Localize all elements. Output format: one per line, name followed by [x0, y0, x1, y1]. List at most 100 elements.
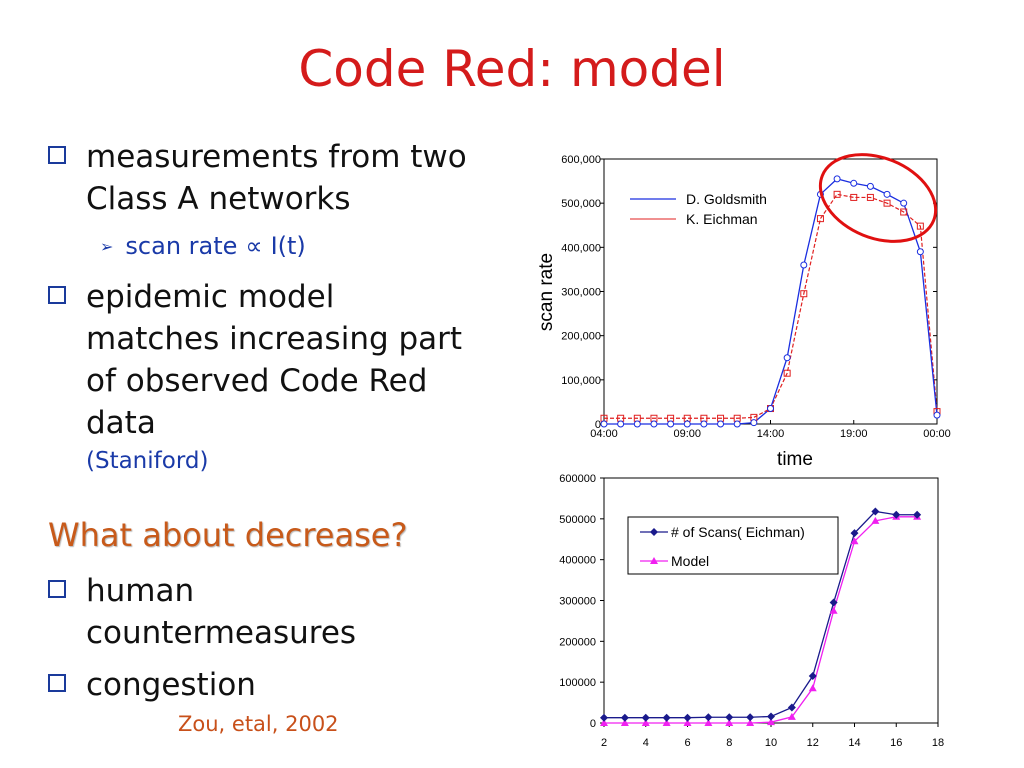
- data-point-model: [746, 719, 755, 726]
- data-point-k-eichman: [933, 408, 941, 416]
- data-point-d-goldsmith: [600, 420, 608, 428]
- data-point-scans-eichman: [683, 713, 692, 722]
- data-point-d-goldsmith: [800, 261, 808, 269]
- citation: (Staniford): [86, 448, 209, 474]
- data-point-d-goldsmith: [733, 420, 741, 428]
- data-point-scans-eichman: [620, 713, 629, 722]
- data-point-scans-eichman: [746, 713, 755, 722]
- data-point-d-goldsmith: [933, 411, 941, 419]
- data-point-model: [725, 719, 734, 726]
- legend-box: [627, 516, 839, 575]
- data-point-model: [871, 516, 880, 524]
- series-line-d-goldsmith: [604, 178, 938, 425]
- data-point-scans-eichman: [892, 510, 901, 519]
- data-point-d-goldsmith: [916, 248, 924, 256]
- plot-area: [603, 158, 938, 425]
- bullet-text: congestion: [86, 667, 256, 703]
- data-point-scans-eichman: [787, 703, 796, 712]
- y-tick-label: 0: [595, 419, 601, 431]
- legend-label-d-goldsmith: D. Goldsmith: [686, 191, 767, 207]
- data-point-k-eichman: [650, 414, 658, 422]
- data-point-d-goldsmith: [816, 190, 824, 198]
- sub-bullet-scan-rate: ➢ scan rate ∝ I(t): [100, 232, 306, 260]
- data-point-scans-eichman: [600, 713, 608, 722]
- data-point-d-goldsmith: [883, 190, 891, 198]
- data-point-k-eichman: [783, 369, 791, 377]
- data-point-d-goldsmith: [850, 179, 858, 187]
- bullet-text: epidemic model matches increasing part o…: [86, 279, 463, 441]
- data-point-scans-eichman: [704, 713, 713, 722]
- legend-label-model: Model: [671, 553, 709, 569]
- y-tick-label: 300,000: [561, 287, 601, 299]
- sub-bullet-text-post: I(t): [270, 232, 306, 260]
- x-tick-label: 8: [726, 737, 732, 749]
- data-point-k-eichman: [883, 199, 891, 207]
- data-point-model: [787, 712, 796, 720]
- data-point-model: [767, 718, 775, 726]
- legend-marker-model: [650, 557, 658, 564]
- square-bullet-icon: [48, 580, 66, 598]
- data-point-k-eichman: [767, 405, 774, 413]
- x-tick-label: 14: [848, 737, 860, 749]
- x-tick-label: 16: [890, 737, 902, 749]
- x-tick-label: 19:00: [840, 428, 868, 440]
- x-axis-label: time: [777, 449, 813, 470]
- sub-bullet-text-pre: scan rate: [125, 232, 238, 260]
- x-tick-label: 04:00: [590, 428, 618, 440]
- question-heading: What about decrease?: [48, 516, 408, 554]
- data-point-model: [808, 684, 817, 692]
- data-point-d-goldsmith: [667, 420, 675, 428]
- x-tick-label: 2: [601, 737, 607, 749]
- data-point-d-goldsmith: [700, 420, 708, 428]
- y-tick-label: 600,000: [561, 154, 601, 166]
- y-tick-label: 100000: [559, 677, 596, 689]
- square-bullet-icon: [48, 286, 66, 304]
- proportional-symbol: ∝: [245, 232, 263, 260]
- x-tick-label: 14:00: [757, 428, 785, 440]
- bullet-human: human countermeasures: [48, 570, 426, 654]
- x-tick-label: 4: [643, 737, 649, 749]
- series-line-k-eichman: [604, 193, 938, 419]
- plot-area: [603, 477, 939, 724]
- data-point-scans-eichman: [725, 713, 734, 722]
- data-point-k-eichman: [916, 222, 924, 230]
- data-point-model: [641, 719, 650, 726]
- data-point-k-eichman: [850, 193, 858, 201]
- data-point-d-goldsmith: [683, 420, 691, 428]
- y-tick-label: 100,000: [561, 375, 601, 387]
- x-tick-label: 10: [765, 737, 777, 749]
- data-point-d-goldsmith: [633, 420, 641, 428]
- legend-marker-scans-eichman: [650, 528, 658, 536]
- data-point-k-eichman: [700, 414, 708, 422]
- data-point-model: [600, 719, 608, 726]
- data-point-model: [704, 719, 713, 726]
- y-tick-label: 500000: [559, 514, 596, 526]
- data-point-scans-eichman: [829, 598, 838, 607]
- bullet-text: measurements from two Class A networks: [86, 139, 467, 217]
- data-point-scans-eichman: [808, 672, 817, 681]
- data-point-model: [913, 512, 922, 520]
- data-point-k-eichman: [816, 215, 824, 223]
- data-point-k-eichman: [717, 414, 725, 422]
- series-line-scans-eichman: [604, 510, 918, 719]
- data-point-k-eichman: [733, 414, 741, 422]
- data-point-scans-eichman: [767, 712, 775, 721]
- y-tick-label: 400000: [559, 555, 596, 567]
- y-tick-label: 400,000: [561, 242, 601, 254]
- x-tick-label: 12: [807, 737, 819, 749]
- slide-title: Code Red: model: [298, 40, 726, 98]
- data-point-d-goldsmith: [617, 420, 625, 428]
- data-point-model: [892, 512, 901, 520]
- data-point-d-goldsmith: [900, 199, 908, 207]
- y-tick-label: 200000: [559, 636, 596, 648]
- data-point-d-goldsmith: [783, 354, 791, 362]
- data-point-d-goldsmith: [650, 420, 658, 428]
- bullet-measurements: measurements from two Class A networks: [48, 136, 496, 220]
- bullet-congestion: congestion: [48, 664, 256, 706]
- square-bullet-icon: [48, 674, 66, 692]
- legend-label-scans-eichman: # of Scans( Eichman): [671, 524, 805, 540]
- data-point-model: [620, 719, 629, 726]
- reference: Zou, etal, 2002: [178, 712, 339, 736]
- data-point-k-eichman: [617, 414, 625, 422]
- data-point-scans-eichman: [850, 529, 859, 538]
